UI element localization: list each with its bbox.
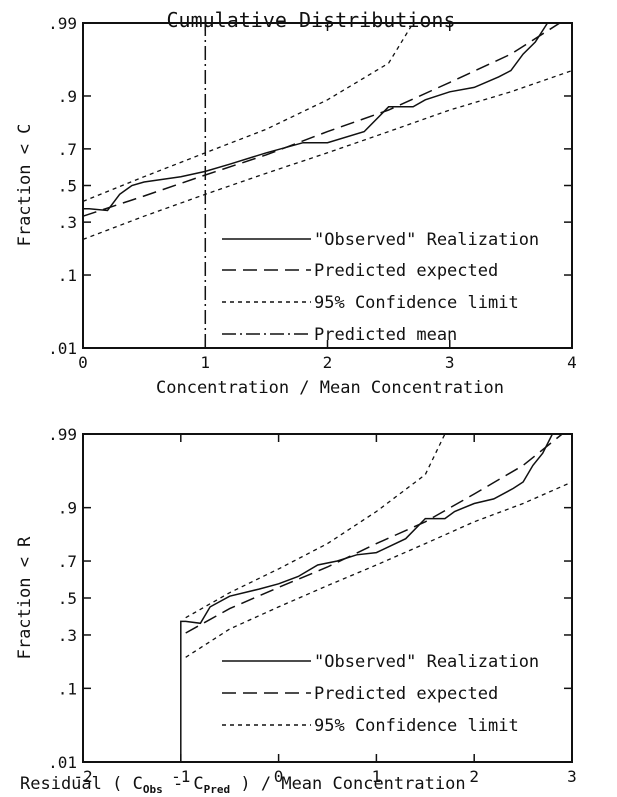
chart-2-x-tick-label: 3	[567, 767, 577, 786]
chart-1-y-axis-label: Fraction < C	[15, 124, 35, 247]
chart-1-y-tick-label: .01	[48, 339, 77, 358]
chart-2-x-tick-label: 0	[274, 767, 284, 786]
chart-1-y-tick-label: .3	[58, 213, 77, 232]
chart-2-series-group	[180, 433, 573, 762]
chart-1-legend-label-confidence: 95% Confidence limit	[314, 293, 519, 313]
chart-2-y-tick-label: .01	[48, 753, 77, 772]
chart-1-x-tick-label: 3	[445, 353, 455, 372]
chart-1-series-group	[82, 22, 573, 348]
chart-1-legend: "Observed" Realization Predicted expecte…	[222, 230, 539, 345]
chart-1-legend-label-observed: "Observed" Realization	[314, 230, 539, 250]
chart-2-y-axis-label: Fraction < R	[15, 536, 35, 660]
chart-1-legend-label-mean: Predicted mean	[314, 325, 457, 345]
chart-1-y-tick-label: .9	[58, 87, 77, 106]
chart-2-y-tick-label: .7	[58, 552, 77, 571]
chart-1-y-tick-label: .5	[58, 177, 77, 196]
chart-2-series-short-dash-line	[185, 433, 446, 619]
chart-2-y-tick-label: .3	[58, 626, 77, 645]
chart-1-series-short-dash-line	[82, 69, 573, 241]
chart-2-legend-label-observed: "Observed" Realization	[314, 652, 539, 672]
chart-2-legend-label-expected: Predicted expected	[314, 684, 498, 704]
chart-2-x-tick-label: -2	[73, 767, 92, 786]
chart-2-y-tick-label: .1	[58, 679, 77, 698]
chart-2-y-tick-label: .99	[48, 425, 77, 444]
chart-2-x-tick-label: -1	[171, 767, 190, 786]
chart-2-series-short-dash-line	[185, 481, 573, 658]
chart-2-series-solid-line	[180, 433, 572, 762]
chart-1-legend-label-expected: Predicted expected	[314, 261, 498, 281]
chart-2-legend-label-confidence: 95% Confidence limit	[314, 716, 519, 736]
chart-1-series-solid-line	[83, 22, 572, 212]
chart-1-x-tick-label: 4	[567, 353, 577, 372]
chart-1-x-tick-label: 0	[78, 353, 88, 372]
chart-2-y-axis: .01 .1 .3 .5 .7 .9 .99	[48, 425, 572, 772]
chart-1-y-axis: .01 .1 .3 .5 .7 .9 .99	[48, 14, 572, 358]
chart-2-y-tick-label: .9	[58, 499, 77, 518]
chart-2-legend: "Observed" Realization Predicted expecte…	[222, 652, 539, 736]
chart-2-x-tick-label: 2	[469, 767, 479, 786]
chart-1-series-long-dash-line	[82, 22, 561, 217]
chart-2-series-long-dash-line	[185, 433, 563, 634]
chart-1-y-tick-label: .7	[58, 140, 77, 159]
chart-2-plot-area	[82, 433, 573, 763]
chart-1-title: Cumulative Distributions	[167, 8, 456, 32]
chart-1-x-tick-label: 2	[323, 353, 333, 372]
chart-1-x-tick-label: 1	[200, 353, 210, 372]
chart-2-y-tick-label: .5	[58, 589, 77, 608]
chart-1-series-short-dash-line	[82, 22, 414, 203]
chart-1-y-tick-label: .1	[58, 266, 77, 285]
chart-2-x-axis: -2 -1 0 1 2 3	[73, 434, 577, 786]
chart-2-x-tick-label: 1	[372, 767, 382, 786]
chart-1-x-axis: 0 1 2 3 4	[78, 23, 577, 372]
chart-1-y-tick-label: .99	[48, 14, 77, 33]
chart-1-x-axis-label: Concentration / Mean Concentration	[156, 378, 504, 398]
chart-2-x-axis-label: Residual ( CObs - CPred ) / Mean Concent…	[20, 774, 466, 796]
